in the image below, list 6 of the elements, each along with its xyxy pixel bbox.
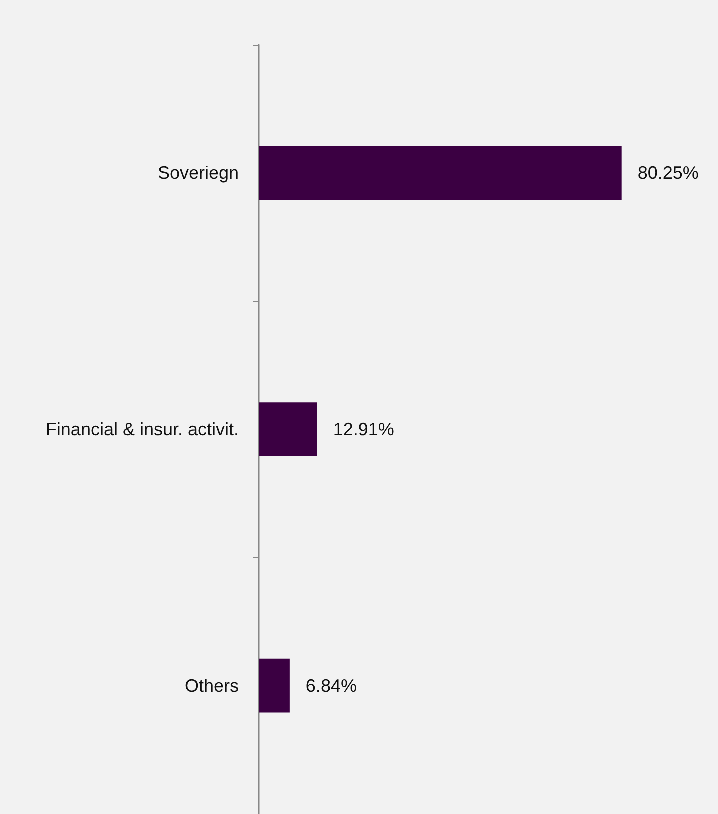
data-label: 6.84% xyxy=(306,676,357,696)
y-tick-label: Financial & insur. activit. xyxy=(46,420,239,440)
y-tick-label: Others xyxy=(184,676,239,696)
data-label: 12.91% xyxy=(333,420,394,440)
data-label: 80.25% xyxy=(638,163,699,184)
y-tick-label: Soveriegn xyxy=(158,163,239,184)
